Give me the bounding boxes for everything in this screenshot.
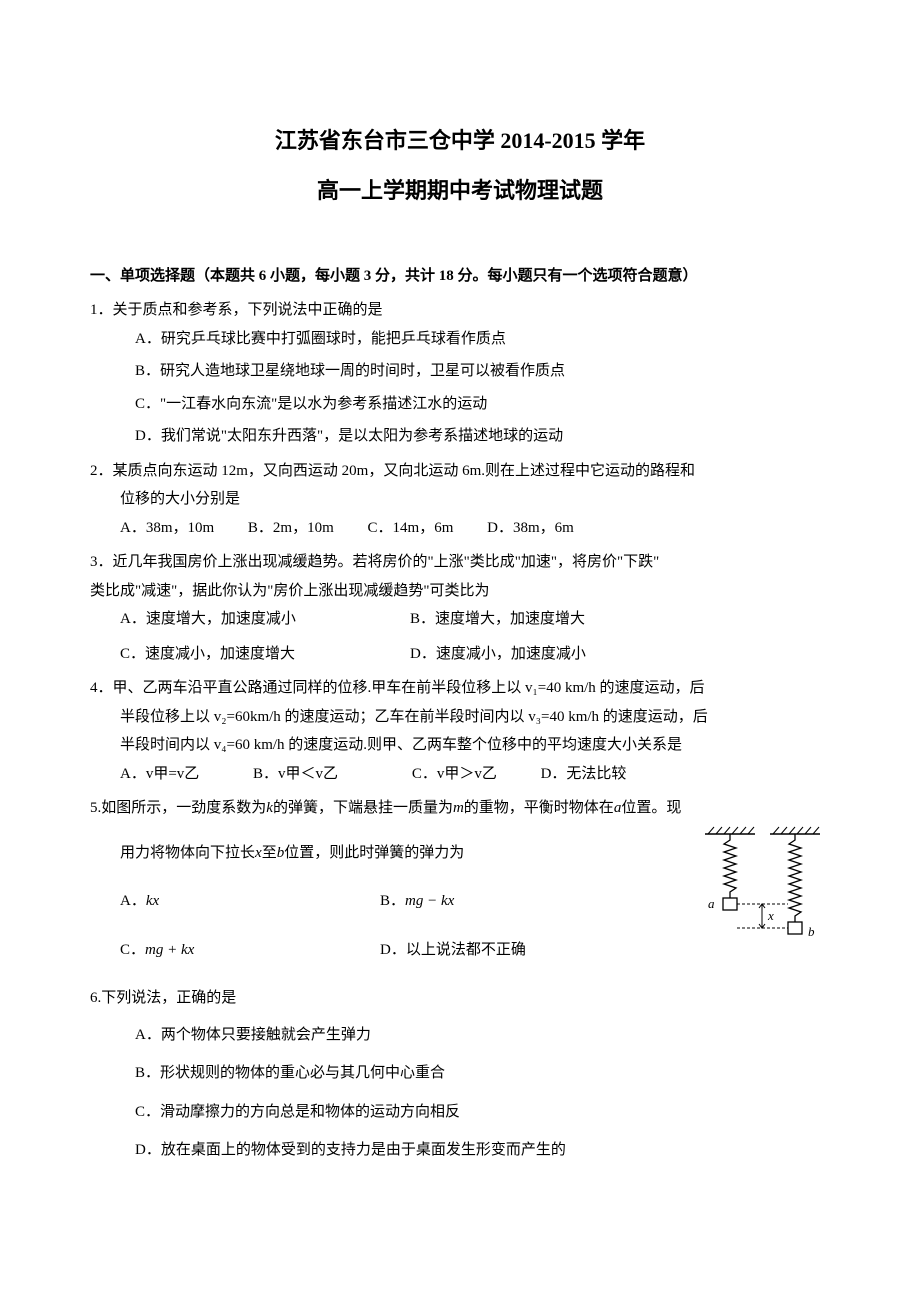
question-6: 6.下列说法，正确的是 A．两个物体只要接触就会产生弹力 B．形状规则的物体的重… (90, 984, 830, 1165)
q3-stem-cont: 类比成"减速"，据此你认为"房价上涨出现减缓趋势"可类比为 (90, 577, 830, 606)
diagram-label-b: b (808, 924, 815, 939)
q6-option-b: B．形状规则的物体的重心必与其几何中心重合 (90, 1059, 830, 1088)
q3-stem: 3．近几年我国房价上涨出现减缓趋势。若将房价的"上涨"类比成"加速"，将房价"下… (90, 548, 830, 577)
q6-option-c: C．滑动摩擦力的方向总是和物体的运动方向相反 (90, 1098, 830, 1127)
q5-stem2-p2: 至 (262, 845, 277, 861)
question-1: 1．关于质点和参考系，下列说法中正确的是 A．研究乒乓球比赛中打弧圈球时，能把乒… (90, 296, 830, 451)
q3-option-a: A．速度增大，加速度减小 (120, 605, 410, 634)
q5-option-a: A．kx (120, 887, 380, 916)
section-header: 一、单项选择题（本题共 6 小题，每小题 3 分，共计 18 分。每小题只有一个… (90, 262, 830, 291)
question-3: 3．近几年我国房价上涨出现减缓趋势。若将房价的"上涨"类比成"加速"，将房价"下… (90, 548, 830, 668)
q5-stem2-p1: 用力将物体向下拉长 (120, 845, 255, 861)
q3-options-row2: C．速度减小，加速度增大 D．速度减小，加速度减小 (90, 640, 830, 669)
q5-stem: 5.如图所示，一劲度系数为k的弹簧，下端悬挂一质量为m的重物，平衡时物体在a位置… (90, 794, 830, 823)
q1-option-c: C．"一江春水向东流"是以水为参考系描述江水的运动 (90, 390, 830, 419)
q2-option-a: A．38m，10m (120, 514, 214, 543)
q5-var-x: x (255, 845, 262, 861)
q5-b-val: mg − kx (405, 893, 454, 909)
q5-stem-p2: 的弹簧，下端悬挂一质量为 (273, 800, 453, 816)
diagram-label-a: a (708, 896, 715, 911)
q4-stem: 4．甲、乙两车沿平直公路通过同样的位移.甲车在前半段位移上以 v₁=40 km/… (90, 674, 830, 703)
q5-stem2-p3: 位置，则此时弹簧的弹力为 (284, 845, 464, 861)
q5-option-b: B．mg − kx (380, 887, 454, 916)
q5-var-k: k (266, 800, 273, 816)
q1-option-b: B．研究人造地球卫星绕地球一周的时间时，卫星可以被看作质点 (90, 357, 830, 386)
q6-option-d: D．放在桌面上的物体受到的支持力是由于桌面发生形变而产生的 (90, 1136, 830, 1165)
q5-stem-p4: 位置。现 (621, 800, 681, 816)
q4-option-d: D．无法比较 (541, 760, 627, 789)
q2-stem: 2．某质点向东运动 12m，又向西运动 20m，又向北运动 6m.则在上述过程中… (90, 457, 830, 486)
question-4: 4．甲、乙两车沿平直公路通过同样的位移.甲车在前半段位移上以 v₁=40 km/… (90, 674, 830, 788)
q5-option-d: D．以上说法都不正确 (380, 936, 526, 965)
q4-stem-cont1: 半段位移上以 v₂=60km/h 的速度运动；乙车在前半段时间内以 v₃=40 … (90, 703, 830, 732)
q2-stem-cont: 位移的大小分别是 (90, 485, 830, 514)
q5-var-m: m (453, 800, 464, 816)
q5-a-label: A． (120, 893, 146, 909)
q3-option-b: B．速度增大，加速度增大 (410, 605, 585, 634)
q5-option-c: C．mg + kx (120, 936, 380, 965)
q6-stem: 6.下列说法，正确的是 (90, 984, 830, 1013)
q2-option-d: D．38m，6m (487, 514, 574, 543)
q5-c-val: mg + kx (145, 942, 194, 958)
q3-options-row1: A．速度增大，加速度减小 B．速度增大，加速度增大 (90, 605, 830, 634)
q4-option-c: C．v甲＞v乙 (412, 760, 497, 789)
q5-stem-p3: 的重物，平衡时物体在 (464, 800, 614, 816)
q1-option-a: A．研究乒乓球比赛中打弧圈球时，能把乒乓球看作质点 (90, 325, 830, 354)
q5-stem-p1: 5.如图所示，一劲度系数为 (90, 800, 266, 816)
q1-option-d: D．我们常说"太阳东升西落"，是以太阳为参考系描述地球的运动 (90, 422, 830, 451)
q4-stem-cont2: 半段时间内以 v₄=60 km/h 的速度运动.则甲、乙两车整个位移中的平均速度… (90, 731, 830, 760)
q3-option-d: D．速度减小，加速度减小 (410, 640, 586, 669)
q2-option-c: C．14m，6m (368, 514, 454, 543)
q1-stem: 1．关于质点和参考系，下列说法中正确的是 (90, 296, 830, 325)
q5-a-val: kx (146, 893, 159, 909)
spring-svg: a x b (700, 824, 830, 954)
q2-option-b: B．2m，10m (248, 514, 334, 543)
question-5: 5.如图所示，一劲度系数为k的弹簧，下端悬挂一质量为m的重物，平衡时物体在 a 位置… (90, 794, 830, 964)
q5-b-label: B． (380, 893, 405, 909)
q2-options: A．38m，10m B．2m，10m C．14m，6m D．38m，6m (90, 514, 830, 543)
spring-diagram: a x b (700, 824, 830, 954)
q4-options: A．v甲=v乙 B．v甲＜v乙 C．v甲＞v乙 D．无法比较 (90, 760, 830, 789)
q3-option-c: C．速度减小，加速度增大 (120, 640, 410, 669)
q4-option-a: A．v甲=v乙 (120, 760, 199, 789)
question-2: 2．某质点向东运动 12m，又向西运动 20m，又向北运动 6m.则在上述过程中… (90, 457, 830, 543)
q4-option-b: B．v甲＜v乙 (253, 760, 338, 789)
q5-c-label: C． (120, 942, 145, 958)
page-subtitle: 高一上学期期中考试物理试题 (90, 170, 830, 212)
q6-option-a: A．两个物体只要接触就会产生弹力 (90, 1021, 830, 1050)
diagram-label-x: x (767, 908, 774, 923)
page-title: 江苏省东台市三仓中学 2014-2015 学年 (90, 120, 830, 162)
